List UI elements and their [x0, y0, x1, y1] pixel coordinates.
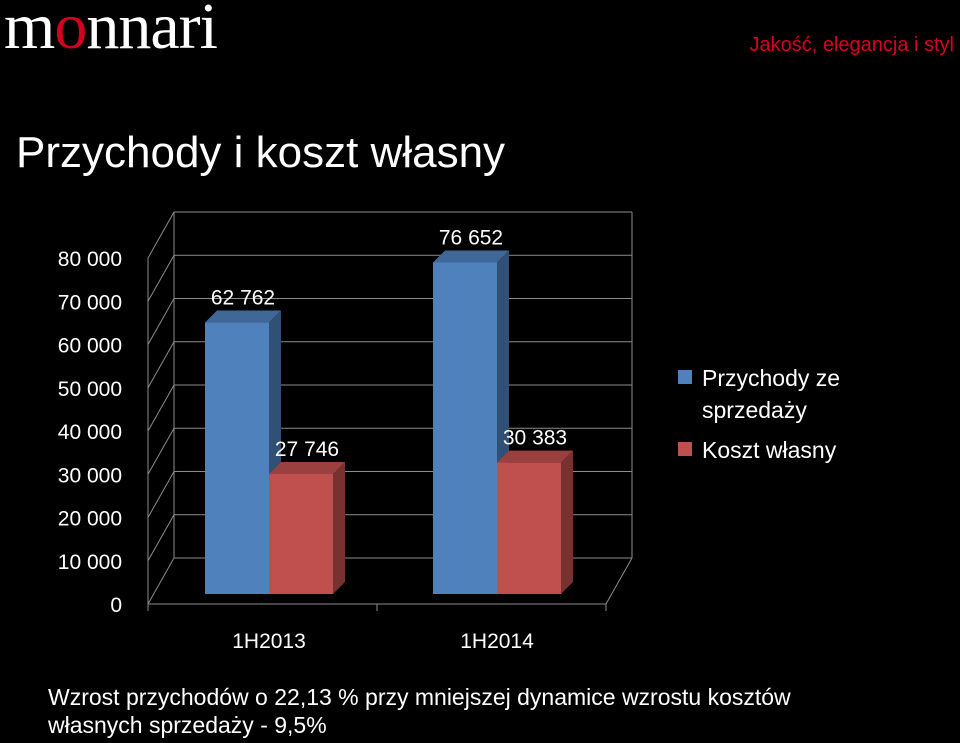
caption-line-2: własnych sprzedaży - 9,5%: [48, 712, 327, 738]
chart: 0 10 000 20 000 30 000 40 000 50 000 60 000 70 …: [58, 211, 633, 653]
bar-revenue-1H2013: [205, 322, 269, 594]
data-label: 76 652: [439, 226, 503, 249]
gridline-side: [147, 514, 175, 561]
y-tick-label: 70 000: [58, 291, 122, 314]
gridline-side: [147, 428, 175, 475]
bar-cost-1H2013: [269, 473, 333, 594]
gridline-side: [147, 557, 175, 605]
data-label: 30 383: [503, 427, 567, 450]
bar-top: [269, 461, 345, 474]
bar-top: [497, 450, 573, 463]
gridline-side: [147, 211, 175, 259]
legend-label-cost: Koszt własny: [702, 437, 837, 463]
slide-title: Przychody i koszt własny: [16, 128, 506, 177]
bar-cost-1H2014: [497, 462, 561, 594]
data-label: 62 762: [211, 287, 275, 310]
caption-line-1: Wzrost przychodów o 22,13 % przy mniejsz…: [48, 684, 791, 710]
legend-item-revenue: Przychody ze sprzedaży: [678, 362, 868, 426]
gridline-side: [147, 341, 175, 388]
y-tick-label: 50 000: [58, 378, 122, 401]
data-label: 27 746: [275, 438, 339, 461]
y-tick-label: 30 000: [58, 464, 122, 487]
brand-logo: monnari: [4, 0, 218, 63]
legend-item-cost: Koszt własny: [678, 434, 868, 466]
legend-swatch-revenue: [678, 370, 692, 384]
gridline-side: [147, 384, 175, 432]
y-tick-label: 80 000: [58, 248, 122, 271]
gridline-side: [147, 255, 175, 302]
slide-caption: Wzrost przychodów o 22,13 % przy mniejsz…: [48, 683, 948, 739]
y-tick-label: 10 000: [58, 551, 122, 574]
bar-side: [561, 450, 573, 594]
x-tick-label: 1H2013: [232, 630, 306, 653]
y-tick-label: 20 000: [58, 508, 122, 531]
bar-revenue-1H2014: [433, 262, 497, 594]
bar-top: [205, 310, 281, 323]
brand-tagline: Jakość, elegancja i styl: [749, 34, 954, 56]
y-tick-label: 0: [110, 594, 122, 617]
legend-swatch-cost: [678, 442, 692, 456]
x-tick-label: 1H2014: [460, 630, 534, 653]
bar-top: [433, 250, 509, 263]
legend-label-revenue: Przychody ze sprzedaży: [702, 365, 841, 423]
y-tick-label: 60 000: [58, 335, 122, 358]
gridline-side: [147, 298, 175, 345]
floor-right: [605, 557, 633, 605]
gridline-side: [147, 471, 175, 518]
bar-side: [333, 461, 345, 594]
y-tick-label: 40 000: [58, 421, 122, 444]
